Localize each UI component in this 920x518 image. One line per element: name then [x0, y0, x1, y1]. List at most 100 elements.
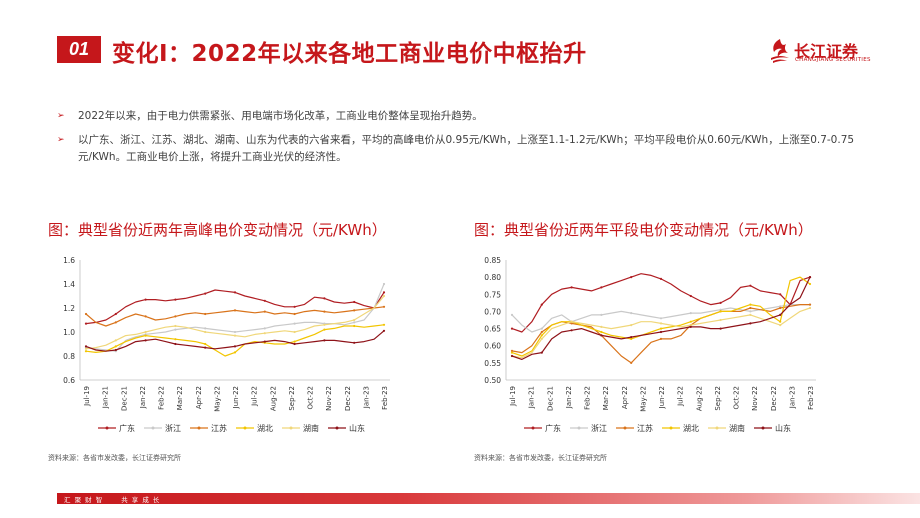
- data-point-湖北: [144, 334, 147, 337]
- data-point-湖北: [293, 340, 296, 343]
- data-point-浙江: [749, 310, 752, 313]
- legend-marker: [289, 426, 293, 430]
- data-point-江苏: [570, 322, 573, 325]
- data-point-浙江: [540, 327, 543, 330]
- x-tick-label: Jul-19: [83, 386, 91, 407]
- legend-label: 湖南: [729, 423, 745, 433]
- data-point-湖南: [323, 323, 326, 326]
- legend-marker: [105, 426, 109, 430]
- data-point-江苏: [114, 321, 117, 324]
- section-number-badge: 01: [57, 36, 101, 63]
- x-tick-label: Apr-22: [621, 386, 629, 409]
- y-tick-label: 0.75: [484, 290, 501, 299]
- y-tick-label: 0.8: [63, 352, 75, 361]
- logo-text-cn: 长江证券: [794, 42, 859, 61]
- data-point-湖南: [174, 324, 177, 328]
- data-point-湖北: [749, 303, 752, 306]
- series-line-山东: [85, 330, 385, 352]
- data-point-江苏: [540, 330, 543, 334]
- data-point-山东: [323, 339, 326, 342]
- data-point-湖南: [779, 324, 782, 327]
- data-point-湖北: [382, 323, 386, 326]
- x-tick-label: Dec-21: [120, 386, 128, 411]
- data-point-浙江: [353, 321, 356, 324]
- x-tick-label: Jun-22: [658, 386, 666, 409]
- data-point-浙江: [233, 330, 237, 334]
- x-tick-label: Jun-22: [232, 386, 240, 409]
- data-point-湖南: [540, 337, 543, 340]
- data-point-山东: [144, 339, 147, 342]
- data-point-湖南: [114, 339, 117, 342]
- data-point-湖南: [263, 332, 266, 335]
- data-point-湖南: [630, 324, 633, 327]
- data-point-广东: [293, 305, 296, 308]
- x-tick-label: Feb-22: [584, 386, 592, 410]
- data-point-湖南: [749, 313, 752, 316]
- data-point-江苏: [659, 337, 663, 340]
- data-point-湖南: [808, 306, 812, 310]
- data-point-湖北: [719, 310, 722, 313]
- data-point-湖北: [84, 350, 88, 353]
- data-point-江苏: [144, 315, 147, 318]
- data-point-山东: [719, 327, 722, 330]
- data-point-浙江: [600, 313, 603, 316]
- legend-label: 江苏: [211, 423, 227, 433]
- y-tick-label: 1.4: [63, 280, 75, 289]
- legend-marker: [531, 426, 535, 430]
- series-line-广东: [85, 289, 385, 325]
- data-point-山东: [808, 276, 812, 279]
- peak-price-chart: 0.6 0.8 1.0 1.2 1.4 1.6 Jul-19 Jan-21 Dec-21 Jan-…: [63, 256, 390, 433]
- data-point-江苏: [84, 312, 88, 316]
- data-point-山东: [659, 330, 663, 334]
- x-tick-label: Dec-21: [546, 386, 554, 411]
- y-tick-label: 1.6: [63, 256, 75, 265]
- data-point-湖北: [233, 351, 237, 354]
- data-point-湖南: [84, 347, 88, 350]
- data-point-广东: [600, 286, 603, 289]
- x-tick-label: Sep-22: [714, 386, 722, 411]
- legend-marker: [197, 426, 201, 430]
- data-point-湖南: [570, 320, 573, 323]
- data-point-湖北: [510, 351, 514, 354]
- data-point-广东: [144, 298, 147, 301]
- x-tick-label: Mar-22: [602, 386, 610, 410]
- x-tick-label: Dec-22: [344, 386, 352, 411]
- bullet-item: ➢ 以广东、浙江、江苏、湖北、湖南、山东为代表的六省来看，平均的高峰电价从0.9…: [57, 132, 857, 166]
- data-point-山东: [204, 346, 207, 349]
- data-point-浙江: [382, 282, 386, 286]
- data-point-江苏: [353, 309, 356, 312]
- data-point-广东: [719, 301, 722, 304]
- page-title: 变化Ⅰ：2022年以来各地工商业电价中枢抬升: [112, 41, 587, 67]
- legend-label: 广东: [545, 423, 561, 433]
- data-point-广东: [204, 292, 207, 295]
- data-point-湖南: [144, 330, 147, 334]
- data-point-湖南: [353, 318, 356, 322]
- data-point-湖北: [689, 320, 692, 323]
- bullet-text: 以广东、浙江、江苏、湖北、湖南、山东为代表的六省来看，平均的高峰电价从0.95元…: [78, 134, 855, 163]
- legend-label: 湖南: [303, 423, 319, 433]
- bullet-list: ➢ 2022年以来，由于电力供需紧张、用电端市场化改革，工商业电价整体呈现抬升趋…: [57, 108, 857, 166]
- x-tick-label: Feb-22: [158, 386, 166, 410]
- bullet-arrow-icon: ➢: [57, 111, 65, 121]
- data-point-山东: [570, 329, 573, 332]
- y-tick-label: 0.70: [484, 307, 501, 316]
- legend-label: 山东: [775, 423, 791, 433]
- legend-label: 湖北: [257, 424, 273, 433]
- data-point-江苏: [233, 309, 237, 312]
- y-tick-label: 0.80: [484, 273, 501, 282]
- data-point-广东: [353, 300, 356, 304]
- data-point-山东: [174, 342, 177, 346]
- data-point-湖北: [600, 330, 603, 334]
- data-point-湖南: [233, 334, 237, 337]
- data-point-广东: [174, 298, 177, 301]
- legend-marker: [577, 426, 581, 430]
- legend-label: 湖北: [683, 424, 699, 433]
- data-point-广东: [779, 293, 782, 296]
- logo-icon: [771, 39, 789, 63]
- legend-marker: [715, 426, 719, 430]
- data-point-湖北: [114, 345, 117, 348]
- x-tick-label: Mar-22: [176, 386, 184, 410]
- data-point-浙江: [779, 305, 782, 308]
- data-point-湖北: [353, 324, 356, 328]
- data-point-广东: [114, 312, 117, 316]
